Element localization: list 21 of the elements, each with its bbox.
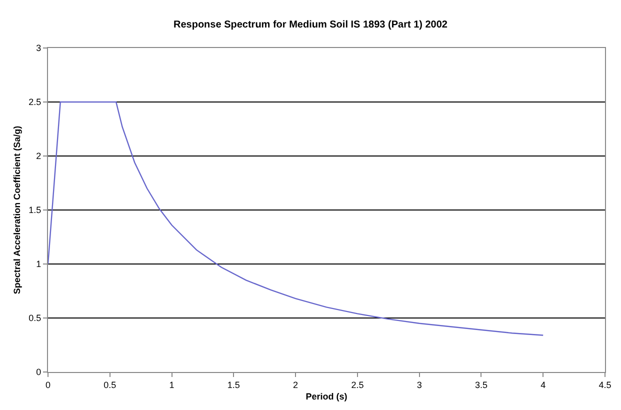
x-tick-label: 0.5 xyxy=(104,380,116,390)
line-series xyxy=(48,101,544,336)
x-tick-label: 0 xyxy=(45,380,51,390)
y-tick-label: 1 xyxy=(36,259,42,270)
x-tick-label: 2 xyxy=(293,380,298,390)
x-tick-label: 3 xyxy=(416,380,422,390)
x-tick-label: 3.5 xyxy=(474,380,488,390)
y-axis-title: Spectral Acceleration Coefficient (Sa/g) xyxy=(12,126,22,294)
x-tick-label: 1 xyxy=(169,380,174,390)
y-tick-label: 2.5 xyxy=(28,97,42,108)
x-tick-label: 4 xyxy=(540,380,546,390)
x-tick-label: 4.5 xyxy=(598,380,612,390)
y-tick-label: 0 xyxy=(36,367,42,378)
y-tick-label: 1.5 xyxy=(28,205,42,216)
y-tick-label: 2 xyxy=(36,151,42,162)
x-axis-title: Period (s) xyxy=(306,392,348,402)
x-tick-label: 2.5 xyxy=(351,380,364,390)
y-tick-label: 3 xyxy=(36,43,42,54)
x-tick-label: 1.5 xyxy=(227,380,240,390)
chart-title: Response Spectrum for Medium Soil IS 1893 (Part 1) 2002 xyxy=(174,20,448,30)
y-tick-label: 0.5 xyxy=(28,313,42,324)
